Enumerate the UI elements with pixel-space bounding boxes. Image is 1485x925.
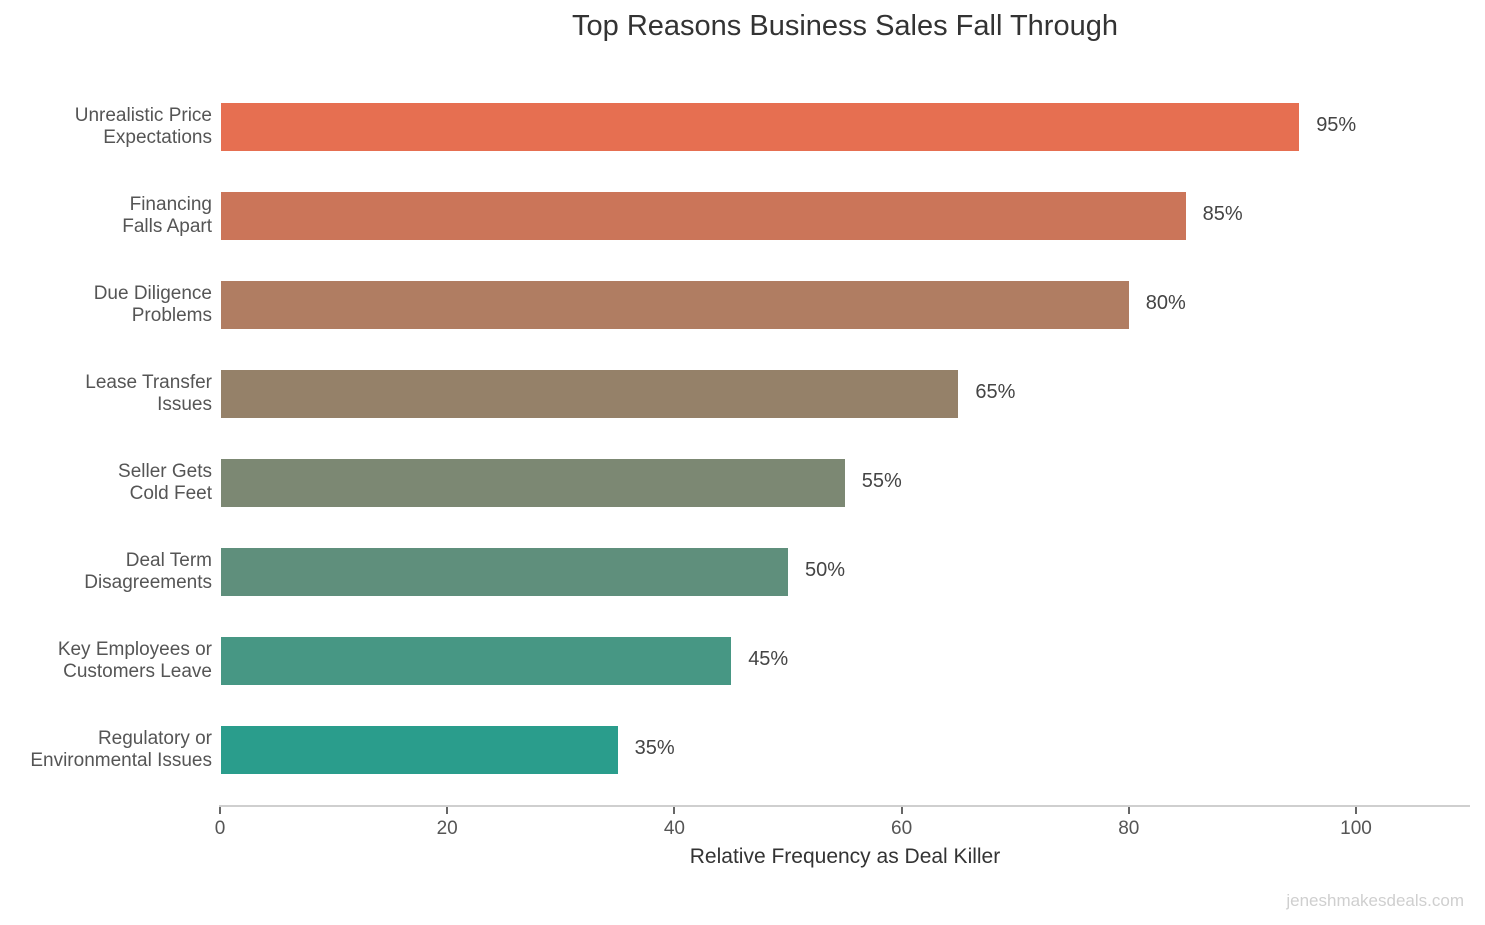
category-label: Financing Falls Apart	[122, 194, 212, 237]
bar	[221, 726, 618, 774]
category-label: Due Diligence Problems	[93, 283, 212, 326]
x-axis-label: Relative Frequency as Deal Killer	[689, 845, 1001, 868]
category-label: Key Employees or Customers Leave	[57, 639, 212, 682]
bar	[221, 637, 732, 685]
x-tick	[219, 807, 221, 814]
value-label: 45%	[748, 648, 789, 670]
bar	[221, 103, 1300, 151]
category-label: Unrealistic Price Expectations	[74, 105, 212, 148]
x-tick-label: 20	[436, 818, 458, 839]
value-label: 50%	[805, 559, 846, 581]
x-tick-label: 80	[1118, 818, 1140, 839]
category-label: Regulatory or Environmental Issues	[30, 728, 212, 771]
x-tick	[900, 807, 903, 814]
bar	[221, 192, 1186, 240]
bar	[221, 281, 1129, 329]
category-label: Deal Term Disagreements	[84, 550, 212, 593]
category-label: Seller Gets Cold Feet	[118, 461, 212, 504]
category-label: Lease Transfer Issues	[85, 372, 212, 415]
x-tick	[446, 807, 449, 814]
x-tick-label: 0	[214, 818, 226, 839]
value-label: 85%	[1202, 203, 1243, 225]
bar	[221, 459, 845, 507]
value-label: 35%	[634, 737, 675, 759]
value-label: 55%	[861, 470, 902, 492]
value-label: 65%	[975, 381, 1016, 403]
value-label: 95%	[1316, 114, 1357, 136]
x-tick-label: 60	[891, 818, 913, 839]
chart-title: Top Reasons Business Sales Fall Through	[572, 10, 1118, 42]
value-label: 80%	[1145, 292, 1186, 314]
x-tick	[1355, 807, 1357, 814]
x-tick-label: 40	[663, 818, 685, 839]
x-tick-label: 100	[1340, 818, 1372, 839]
x-axis-line	[219, 805, 1470, 807]
bar	[221, 370, 959, 418]
watermark: jeneshmakesdeals.com	[1286, 891, 1464, 910]
x-tick	[673, 807, 676, 814]
x-tick	[1127, 807, 1130, 814]
bar	[221, 548, 788, 596]
